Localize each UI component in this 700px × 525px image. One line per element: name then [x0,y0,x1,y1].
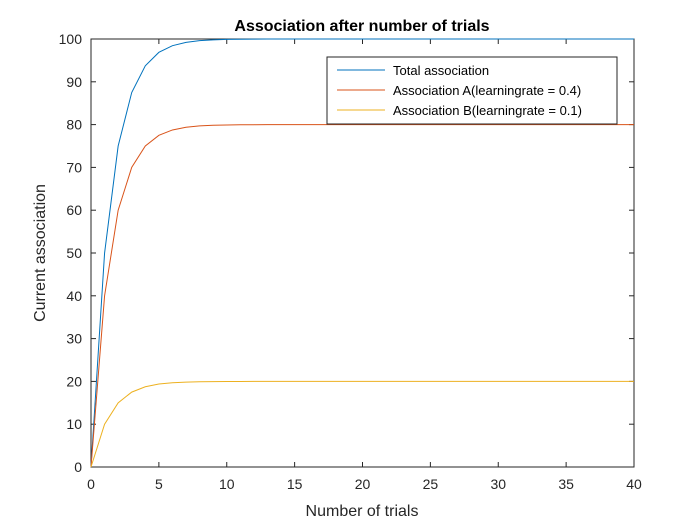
y-tick-label: 60 [66,202,82,218]
series-line-3 [90,380,634,468]
y-tick-label: 50 [66,245,82,261]
series-lines [90,38,634,468]
x-tick-label: 5 [155,476,163,492]
legend-box [326,56,618,125]
x-tick-label: 15 [287,476,303,492]
x-tick-label: 10 [219,476,235,492]
x-tick-label: 40 [626,476,642,492]
y-tick-label: 40 [66,288,82,304]
x-axis: 0 5 10 15 20 25 30 35 40 [87,39,642,492]
legend-entry-2: Association A(learningrate = 0.4) [393,83,581,98]
x-tick-label: 30 [490,476,506,492]
y-tick-label: 10 [66,416,82,432]
series-line-2 [90,124,634,468]
legend: Total association Association A(learningr… [326,56,618,125]
y-tick-label: 90 [66,74,82,90]
y-tick-label: 30 [66,331,82,347]
legend-entry-1: Total association [393,63,489,78]
y-axis-label: Current association [32,184,49,322]
series-line-1 [90,38,634,468]
y-tick-label: 70 [66,159,82,175]
x-tick-label: 25 [423,476,439,492]
y-tick-label: 20 [66,373,82,389]
y-tick-label: 80 [66,117,82,133]
y-tick-label: 0 [74,459,82,475]
x-axis-label: Number of trials [306,503,419,520]
x-tick-label: 35 [558,476,574,492]
x-tick-label: 0 [87,476,95,492]
chart-title: Association after number of trials [234,18,489,35]
y-axis: 0 10 20 30 40 50 60 70 80 90 100 [59,31,634,475]
legend-entry-3: Association B(learningrate = 0.1) [393,103,582,118]
x-tick-label: 20 [355,476,371,492]
y-tick-label: 100 [59,31,83,47]
